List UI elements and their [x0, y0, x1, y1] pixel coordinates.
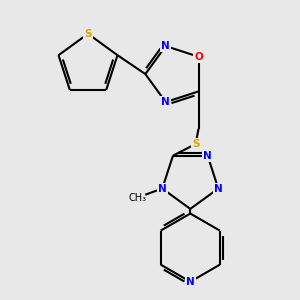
- Text: N: N: [161, 97, 170, 107]
- Text: CH₃: CH₃: [128, 193, 147, 203]
- Text: S: S: [192, 139, 199, 149]
- Text: N: N: [158, 184, 167, 194]
- Text: O: O: [194, 52, 203, 62]
- Text: S: S: [84, 29, 92, 39]
- Text: N: N: [203, 151, 212, 160]
- Text: N: N: [161, 41, 170, 51]
- Text: N: N: [186, 277, 195, 287]
- Text: N: N: [214, 184, 223, 194]
